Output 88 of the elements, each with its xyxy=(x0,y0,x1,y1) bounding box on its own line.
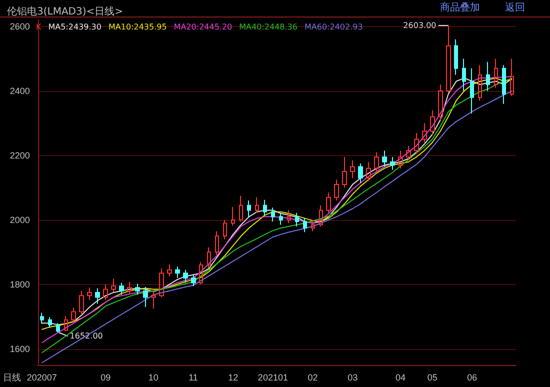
candlestick xyxy=(40,312,44,324)
candlestick xyxy=(183,269,188,284)
candlestick xyxy=(71,307,76,323)
candlestick xyxy=(326,192,331,214)
candlestick xyxy=(215,230,219,256)
candlestick xyxy=(430,110,435,135)
text: 2603.00 xyxy=(403,20,436,30)
candlestick xyxy=(287,210,291,224)
candlestick xyxy=(454,38,458,76)
candlestick xyxy=(311,219,315,232)
candlestick xyxy=(494,58,498,88)
x-tick-label: 202007 xyxy=(26,372,57,382)
text: MA60:2402.93 xyxy=(304,22,363,32)
x-tick-label: 05 xyxy=(427,372,438,382)
candlestick xyxy=(56,322,60,333)
candlestick xyxy=(279,212,283,226)
candlestick xyxy=(390,156,395,170)
candlestick xyxy=(414,132,419,154)
candlestick xyxy=(119,282,124,296)
candlestick xyxy=(334,179,339,202)
candlestick xyxy=(151,290,156,310)
candlestick xyxy=(64,315,68,332)
candlestick xyxy=(303,218,307,233)
candlestick xyxy=(239,195,243,222)
text: MA20:2445.20 xyxy=(174,22,232,32)
candlestick xyxy=(48,316,52,328)
candlestick xyxy=(135,283,140,296)
candlestick xyxy=(255,196,259,214)
candlestick xyxy=(207,246,211,269)
x-tick-label: 12 xyxy=(228,372,238,382)
y-tick-label: 2000 xyxy=(10,214,30,225)
candlestick xyxy=(478,64,482,102)
x-tick-label: 04 xyxy=(395,372,406,382)
candlestick xyxy=(79,290,84,315)
candlestick xyxy=(263,199,267,216)
x-tick-label: 02 xyxy=(308,372,318,382)
candlestick xyxy=(271,207,275,222)
candlestick xyxy=(319,204,323,227)
x-tick-label: 10 xyxy=(148,372,158,382)
candlestick xyxy=(167,264,172,277)
candlestick xyxy=(486,61,490,92)
candlestick xyxy=(247,200,251,218)
candlestick xyxy=(350,160,355,178)
candlestick xyxy=(143,286,148,308)
y-tick-label: 2600 xyxy=(10,21,30,32)
candlestick xyxy=(446,24,451,94)
x-tick-label: 09 xyxy=(100,372,111,382)
candlestick xyxy=(510,58,514,96)
candlestick xyxy=(398,150,403,169)
candlestick xyxy=(470,68,474,114)
candlestick xyxy=(342,156,347,188)
candlestick xyxy=(199,261,203,285)
candlestick xyxy=(366,161,371,182)
candlestick xyxy=(382,150,387,168)
x-tick-label: 03 xyxy=(348,372,358,382)
y-tick-label: 2200 xyxy=(10,150,30,160)
y-tick-label: 1800 xyxy=(10,279,30,290)
candlestick xyxy=(95,288,100,304)
candlestick xyxy=(406,145,411,161)
candlestick xyxy=(374,152,379,172)
text: 商品叠加 xyxy=(440,2,480,14)
text: K xyxy=(36,22,42,32)
candlestick xyxy=(438,84,443,120)
candlestick xyxy=(502,64,506,104)
candlestick xyxy=(358,162,363,184)
candlestick xyxy=(191,274,196,287)
candlestick xyxy=(462,58,466,92)
y-tick-label: 2400 xyxy=(10,86,30,96)
candlestick xyxy=(111,278,116,293)
text: MA10:2435.95 xyxy=(108,22,167,32)
candlestick xyxy=(127,281,132,294)
candlestick xyxy=(223,219,227,240)
x-tick-label: 11 xyxy=(188,372,198,382)
candlestick xyxy=(103,284,108,300)
candlestick xyxy=(422,122,427,144)
candlestick xyxy=(159,268,164,298)
candlestick xyxy=(87,287,92,300)
candlestick xyxy=(295,212,299,227)
text: MA5:2439.30 xyxy=(48,22,102,32)
text: MA40:2448.36 xyxy=(239,22,298,32)
x-tick-label: 202101 xyxy=(258,372,288,382)
chart-title: 伦铝电3(LMAD3)<日线> xyxy=(7,6,124,18)
candlestick xyxy=(175,266,180,278)
text: 返回 xyxy=(505,2,525,14)
x-tick-label: 06 xyxy=(467,372,478,382)
y-tick-label: 1600 xyxy=(10,344,30,354)
candlestick xyxy=(231,206,235,226)
x-axis-title: 日线 xyxy=(2,372,21,382)
